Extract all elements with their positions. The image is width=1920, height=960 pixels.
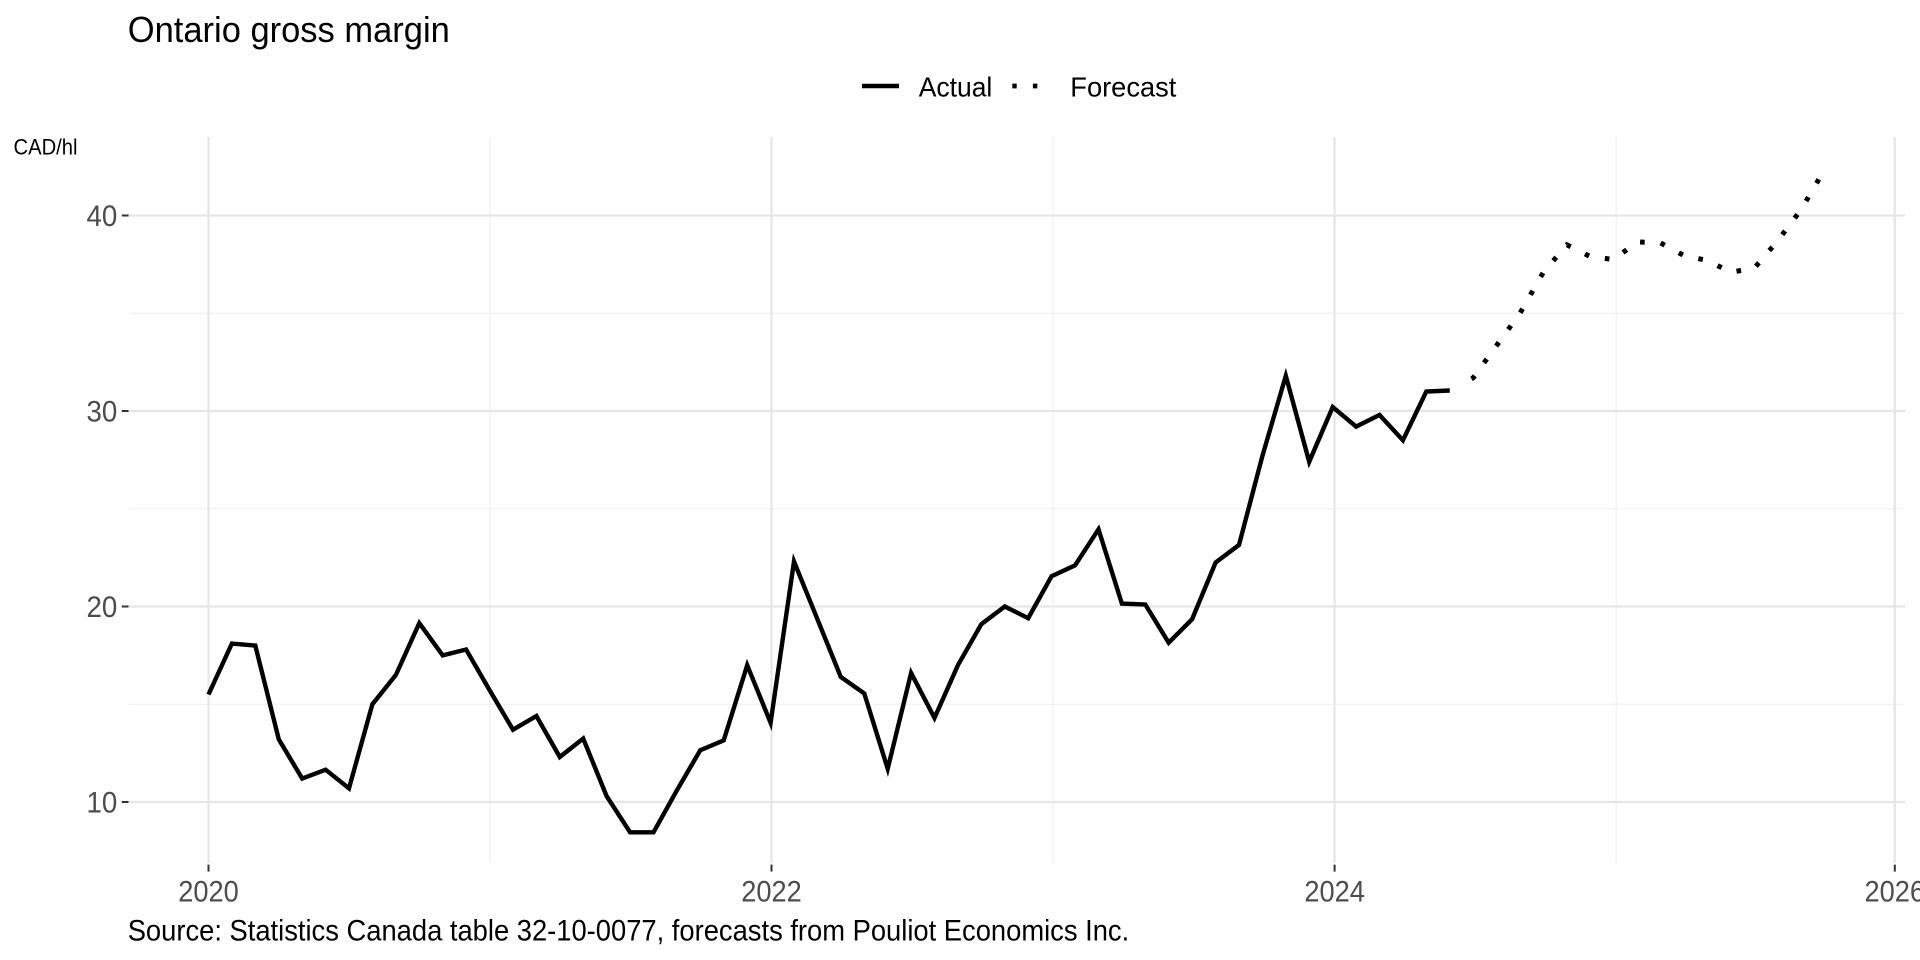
svg-text:40: 40 — [87, 200, 118, 233]
svg-text:Forecast: Forecast — [1070, 71, 1176, 102]
svg-text:30: 30 — [87, 395, 118, 428]
svg-text:Ontario gross margin: Ontario gross margin — [128, 9, 450, 50]
svg-text:CAD/hl: CAD/hl — [14, 134, 78, 159]
svg-text:20: 20 — [87, 591, 118, 624]
svg-text:2026: 2026 — [1865, 875, 1920, 908]
svg-text:2022: 2022 — [741, 875, 802, 908]
svg-text:Actual: Actual — [919, 71, 993, 102]
svg-text:2020: 2020 — [178, 875, 239, 908]
svg-text:2024: 2024 — [1304, 875, 1365, 908]
svg-text:10: 10 — [87, 786, 118, 819]
svg-text:Source: Statistics Canada tabl: Source: Statistics Canada table 32-10-00… — [128, 914, 1129, 947]
